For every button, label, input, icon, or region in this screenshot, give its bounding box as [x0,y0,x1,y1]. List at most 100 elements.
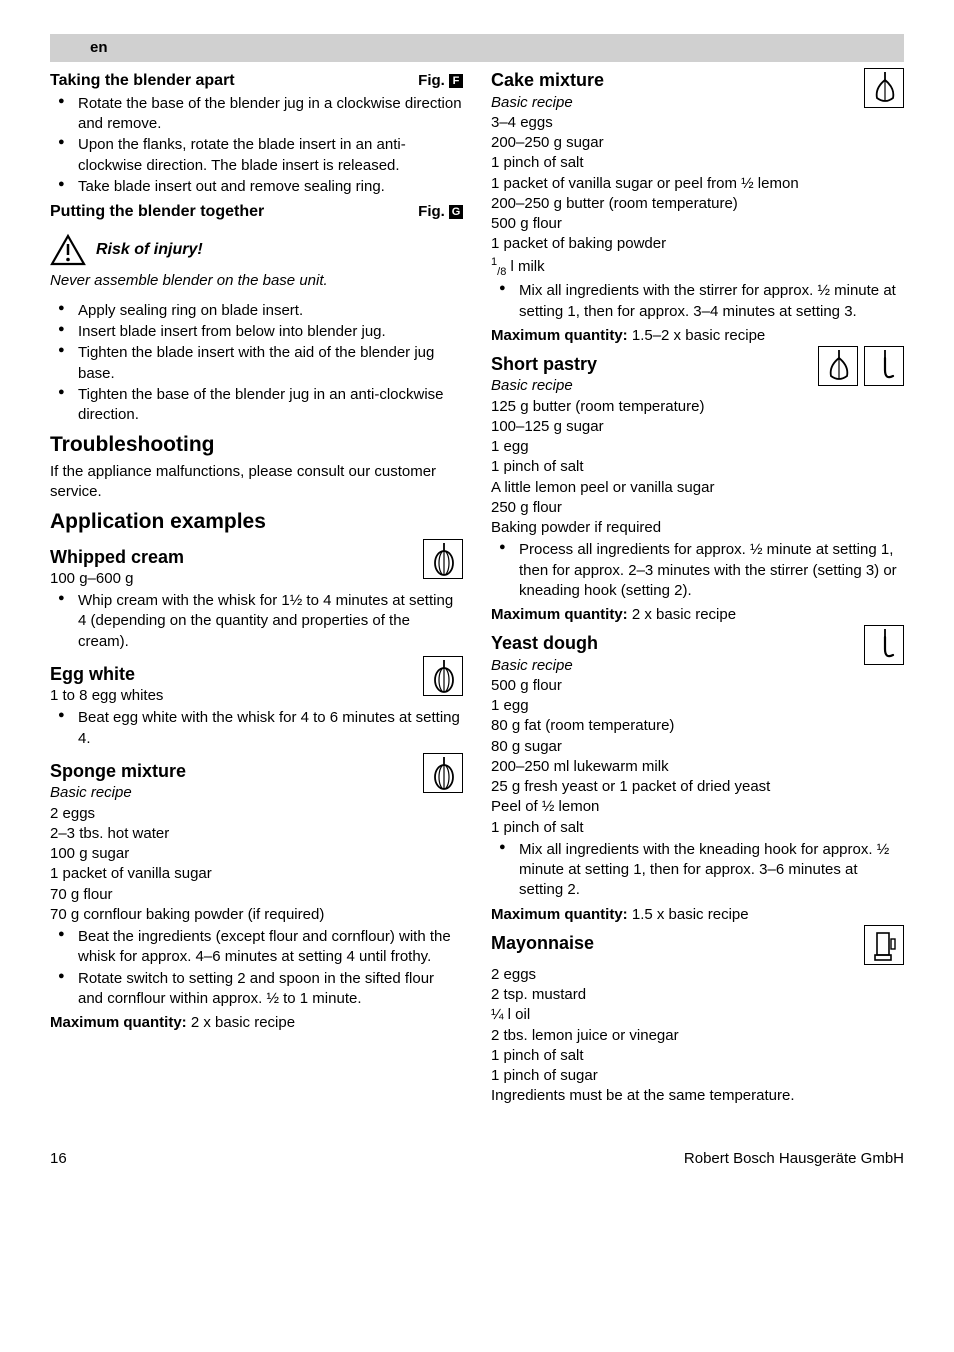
sponge-lines: 2 eggs2–3 tbs. hot water100 g sugar1 pac… [50,804,463,926]
sponge-bullets: Beat the ingredients (except flour and c… [50,927,463,1009]
mayo-lines: 2 eggs2 tsp. mustard¼ l oil2 tbs. lemon … [491,965,904,1107]
text-line: 70 g flour [50,885,463,905]
short-pastry-bullets: Process all ingredients for approx. ½ mi… [491,540,904,601]
yeast-subtitle: Basic recipe [491,656,856,676]
text-line: 1 egg [491,696,904,716]
text-line: 2 eggs [50,804,463,824]
text-line: 1 pinch of salt [491,153,904,173]
text-line: 80 g fat (room temperature) [491,716,904,736]
left-column: Taking the blender apart Fig. F Rotate t… [50,68,463,1106]
text-line: 1 packet of vanilla sugar or peel from ½… [491,174,904,194]
whisk-icon [423,753,463,793]
putting-together-title: Putting the blender together [50,201,264,223]
text-line: 200–250 g butter (room temperature) [491,194,904,214]
text-line: 1 pinch of salt [491,457,904,477]
text-line: Peel of ½ lemon [491,797,904,817]
language-bar: en [50,34,904,62]
list-item: Rotate switch to setting 2 and spoon in … [50,969,463,1010]
cake-title: Cake mixture [491,68,856,92]
text-line: 200–250 g sugar [491,133,904,153]
putting-together-fig: Fig. G [418,202,463,222]
whipped-cream-title: Whipped cream [50,545,415,569]
text-line: 1 pinch of sugar [491,1066,904,1086]
egg-white-qty: 1 to 8 egg whites [50,686,415,706]
yeast-section: Yeast dough Basic recipe [491,625,904,676]
egg-white-bullets: Beat egg white with the whisk for 4 to 6… [50,708,463,749]
hook-icon [864,346,904,386]
short-pastry-lines: 100–125 g sugar1 egg1 pinch of saltA lit… [491,417,904,539]
whipped-cream-bullets: Whip cream with the whisk for 1½ to 4 mi… [50,591,463,652]
text-line: 2 tbs. lemon juice or vinegar [491,1026,904,1046]
taking-apart-fig: Fig. F [418,71,463,91]
text-line: 500 g flour [491,676,904,696]
taking-apart-title: Taking the blender apart [50,70,235,92]
warning-row: Risk of injury! [50,233,463,267]
app-examples-title: Application examples [50,508,463,536]
list-item: Mix all ingredients with the kneading ho… [491,840,904,901]
blender-icon [864,925,904,965]
list-item: Beat egg white with the whisk for 4 to 6… [50,708,463,749]
text-line: 3–4 eggs [491,113,904,133]
footer-brand: Robert Bosch Hausgeräte GmbH [684,1149,904,1169]
sponge-subtitle: Basic recipe [50,783,415,803]
text-line: 100–125 g sugar [491,417,904,437]
cake-subtitle: Basic recipe [491,93,856,113]
text-line: 70 g cornflour baking powder (if require… [50,905,463,925]
egg-white-title: Egg white [50,662,415,686]
yeast-lines: 500 g flour1 egg80 g fat (room temperatu… [491,676,904,838]
text-line: 1 pinch of salt [491,818,904,838]
list-item: Whip cream with the whisk for 1½ to 4 mi… [50,591,463,652]
text-line: 2–3 tbs. hot water [50,824,463,844]
whisk-icon [423,656,463,696]
short-pastry-max: Maximum quantity: 2 x basic recipe [491,605,904,625]
sponge-max: Maximum quantity: 2 x basic recipe [50,1013,463,1033]
text-line: Ingredients must be at the same temperat… [491,1086,904,1106]
short-pastry-title: Short pastry [491,352,810,376]
mayo-title: Mayonnaise [491,931,856,955]
text-line: A little lemon peel or vanilla sugar [491,478,904,498]
cake-bullets: Mix all ingredients with the stirrer for… [491,281,904,322]
text-line: 25 g fresh yeast or 1 packet of dried ye… [491,777,904,797]
whipped-cream-qty: 100 g–600 g [50,569,415,589]
whipped-cream-section: Whipped cream 100 g–600 g [50,539,463,590]
short-pastry-section: Short pastry Basic recipe 125 g butter (… [491,346,904,417]
list-item: Process all ingredients for approx. ½ mi… [491,540,904,601]
text-line: 1 pinch of salt [491,1046,904,1066]
taking-apart-header: Taking the blender apart Fig. F [50,70,463,92]
short-pastry-subtitle: Basic recipe [491,376,810,396]
text-line: 200–250 ml lukewarm milk [491,757,904,777]
text-line: ¼ l oil [491,1005,904,1025]
yeast-title: Yeast dough [491,631,856,655]
page-number: 16 [50,1149,67,1169]
right-column: Cake mixture Basic recipe 3–4 eggs200–25… [491,68,904,1106]
text-line: 80 g sugar [491,737,904,757]
list-item: Rotate the base of the blender jug in a … [50,94,463,135]
content-columns: Taking the blender apart Fig. F Rotate t… [50,68,904,1106]
text-line: 1 packet of vanilla sugar [50,864,463,884]
cake-lines: 3–4 eggs200–250 g sugar1 pinch of salt1 … [491,113,904,255]
fig-glyph-f: F [449,74,463,88]
mayo-section: Mayonnaise [491,925,904,965]
list-item: Mix all ingredients with the stirrer for… [491,281,904,322]
list-item: Apply sealing ring on blade insert. [50,301,463,321]
list-item: Take blade insert out and remove sealing… [50,177,463,197]
text-line: 250 g flour [491,498,904,518]
taking-apart-bullets: Rotate the base of the blender jug in a … [50,94,463,197]
troubleshooting-text: If the appliance malfunctions, please co… [50,462,463,503]
list-item: Insert blade insert from below into blen… [50,322,463,342]
text-line: 100 g sugar [50,844,463,864]
text-line: 500 g flour [491,214,904,234]
short-pastry-line-0: 125 g butter (room temperature) [491,397,810,417]
text-line: 1 egg [491,437,904,457]
yeast-max: Maximum quantity: 1.5 x basic recipe [491,905,904,925]
list-item: Tighten the base of the blender jug in a… [50,385,463,426]
text-line: 2 tsp. mustard [491,985,904,1005]
warning-label: Risk of injury! [96,239,203,261]
fig-glyph-g: G [449,205,463,219]
yeast-bullets: Mix all ingredients with the kneading ho… [491,840,904,901]
assembly-bullets: Apply sealing ring on blade insert.Inser… [50,301,463,426]
warning-icon [50,233,86,267]
cake-max: Maximum quantity: 1.5–2 x basic recipe [491,326,904,346]
page-footer: 16 Robert Bosch Hausgeräte GmbH [50,1149,904,1169]
putting-together-header: Putting the blender together Fig. G [50,201,463,223]
